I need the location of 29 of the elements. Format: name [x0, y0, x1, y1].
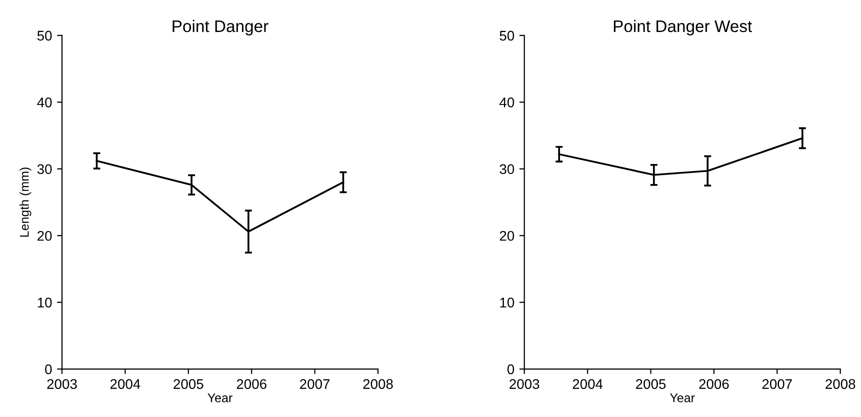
- x-tick-label: 2008: [826, 379, 856, 389]
- y-tick-label: 50: [37, 30, 52, 41]
- chart-title: Point Danger: [172, 20, 268, 36]
- x-tick-label: 2007: [762, 379, 792, 389]
- x-tick-label: 2008: [363, 379, 393, 389]
- y-tick-label: 0: [45, 364, 52, 374]
- y-tick-label: 20: [500, 230, 514, 241]
- y-tick-label: 50: [500, 30, 514, 41]
- y-tick-label: 10: [500, 298, 514, 308]
- x-tick-label: 2004: [110, 379, 140, 389]
- x-tick-label: 2007: [300, 379, 330, 389]
- x-tick-label: 2005: [636, 379, 666, 389]
- y-tick-label: 0: [507, 364, 514, 374]
- y-tick-label: 10: [38, 298, 52, 308]
- x-tick-label: 2003: [510, 379, 540, 389]
- y-tick-label: 40: [500, 98, 514, 108]
- y-tick-label: 40: [37, 98, 52, 108]
- x-tick-label: 2004: [572, 379, 603, 389]
- x-tick-label: 2005: [174, 379, 204, 389]
- x-axis-title: Year: [208, 394, 232, 402]
- y-tick-label: 20: [38, 230, 52, 241]
- chart-title: Point Danger West: [614, 20, 752, 36]
- x-tick-label: 2003: [47, 379, 77, 389]
- y-axis-title: Length (mm): [20, 168, 32, 237]
- y-tick-label: 30: [500, 164, 514, 174]
- x-axis-title: Year: [670, 394, 695, 402]
- y-tick-label: 30: [37, 164, 52, 174]
- x-tick-label: 2006: [699, 379, 729, 389]
- x-tick-label: 2006: [236, 379, 266, 389]
